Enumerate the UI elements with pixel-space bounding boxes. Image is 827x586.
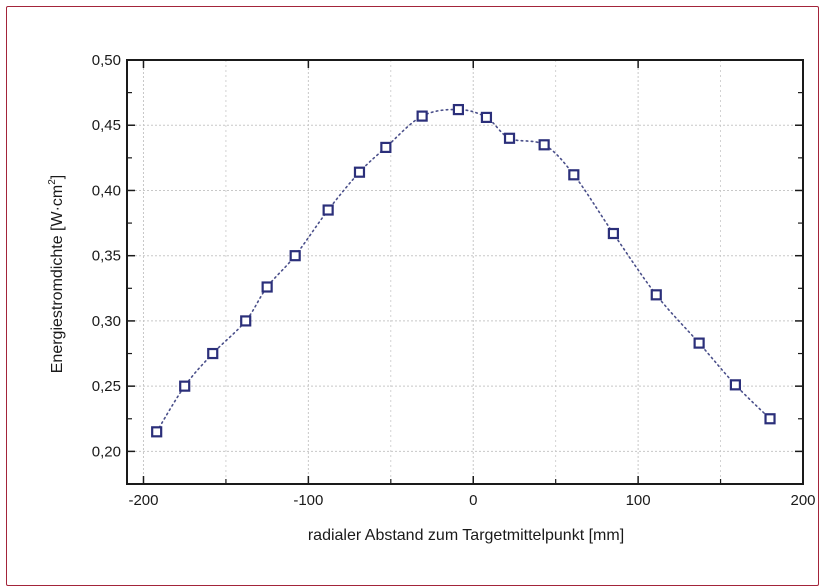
x-axis-title: radialer Abstand zum Targetmittelpunkt [… [308, 527, 624, 544]
y-axis-title: Energiestromdichte [W·cm2] [47, 175, 66, 374]
y-axis-title-main: Energiestromdichte [W·cm [49, 185, 66, 374]
data-point-marker [538, 139, 550, 151]
data-point-marker [607, 227, 619, 240]
y-tick-label: 0,35 [92, 248, 121, 265]
data-point-marker [380, 141, 392, 154]
data-point-marker [240, 315, 252, 327]
data-point-marker [480, 111, 493, 124]
y-tick-label: 0,50 [92, 52, 121, 69]
data-point-marker [151, 426, 163, 438]
x-tick-label: -100 [293, 492, 323, 509]
data-point-marker [729, 379, 742, 391]
y-tick-label: 0,45 [92, 117, 121, 134]
y-tick-label: 0,40 [92, 182, 121, 199]
data-point-marker [416, 110, 428, 122]
x-axis-ticks: -200 -100 0 100 200 [128, 60, 816, 509]
x-tick-label: 200 [790, 492, 815, 509]
series-line [155, 108, 771, 433]
data-points [151, 103, 776, 438]
y-tick-label: 0,30 [92, 313, 121, 330]
y-tick-label: 0,20 [92, 443, 121, 460]
data-point-marker [207, 347, 219, 360]
series-curve [155, 108, 771, 433]
data-point-marker [261, 281, 273, 293]
plot-area-border [126, 59, 804, 485]
grid-lines [127, 59, 804, 484]
y-axis-title-superscript: 2 [47, 179, 58, 185]
data-point-marker [693, 337, 705, 349]
x-tick-label: -200 [128, 492, 158, 509]
data-point-marker [650, 289, 662, 301]
energy-density-chart: -200 -100 0 100 200 0,20 0,25 0,30 0,35 0,40 0,45… [47, 52, 816, 544]
data-point-marker [179, 380, 191, 392]
data-point-marker [322, 204, 334, 216]
y-tick-label: 0,25 [92, 378, 121, 395]
y-axis-title-end: ] [49, 175, 66, 179]
data-point-marker [452, 103, 465, 116]
data-point-marker [764, 413, 776, 425]
x-tick-label: 100 [626, 492, 651, 509]
x-tick-label: 0 [469, 492, 477, 509]
data-point-marker [568, 169, 580, 181]
data-point-marker [289, 250, 301, 262]
data-point-marker [353, 166, 366, 178]
y-axis-ticks: 0,20 0,25 0,30 0,35 0,40 0,45 0,50 [92, 52, 803, 460]
data-point-marker [503, 132, 516, 144]
